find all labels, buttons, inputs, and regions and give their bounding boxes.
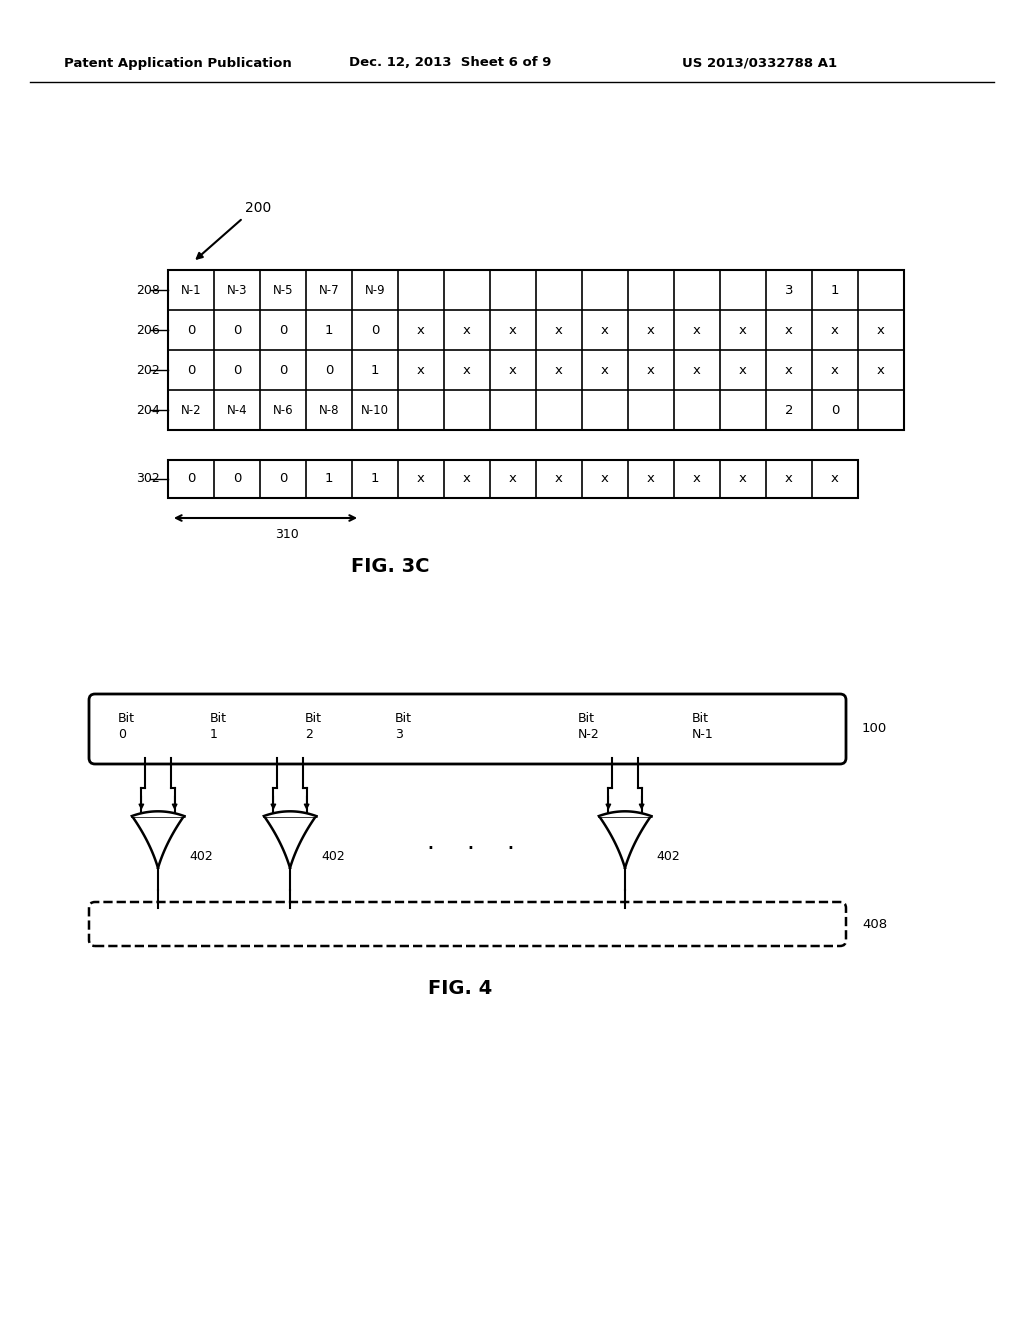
Text: x: x	[831, 473, 839, 486]
Text: N-6: N-6	[272, 404, 293, 417]
Bar	[168, 271, 904, 430]
Text: .: .	[426, 830, 434, 854]
Text: N-10: N-10	[361, 404, 389, 417]
Text: 0: 0	[279, 473, 287, 486]
Text: x: x	[647, 363, 655, 376]
Text: N-4: N-4	[226, 404, 248, 417]
Text: x: x	[878, 323, 885, 337]
Text: 2: 2	[784, 404, 794, 417]
Text: 0: 0	[279, 323, 287, 337]
Text: N-9: N-9	[365, 284, 385, 297]
Text: x: x	[693, 363, 701, 376]
Text: x: x	[555, 323, 563, 337]
Text: 2: 2	[305, 727, 313, 741]
Text: 0: 0	[186, 363, 196, 376]
Text: x: x	[463, 473, 471, 486]
Text: FIG. 4: FIG. 4	[428, 978, 493, 998]
Text: N-2: N-2	[578, 727, 600, 741]
Text: FIG. 3C: FIG. 3C	[351, 557, 429, 576]
Text: 206: 206	[136, 323, 160, 337]
Text: Bit: Bit	[395, 711, 412, 725]
Text: 1: 1	[830, 284, 840, 297]
Text: 0: 0	[232, 473, 242, 486]
Text: .: .	[506, 830, 514, 854]
Text: 310: 310	[275, 528, 299, 540]
Bar	[598, 814, 652, 817]
Text: x: x	[831, 323, 839, 337]
Text: x: x	[417, 363, 425, 376]
Text: x: x	[693, 473, 701, 486]
Text: N-7: N-7	[318, 284, 339, 297]
Text: x: x	[463, 323, 471, 337]
Text: Bit: Bit	[118, 711, 135, 725]
Text: 0: 0	[232, 323, 242, 337]
Text: 208: 208	[136, 284, 160, 297]
Text: 0: 0	[830, 404, 840, 417]
Bar	[263, 814, 317, 817]
Text: 200: 200	[245, 201, 271, 215]
Text: Patent Application Publication: Patent Application Publication	[65, 57, 292, 70]
Text: x: x	[878, 363, 885, 376]
Text: 402: 402	[656, 850, 680, 862]
Text: 1: 1	[371, 363, 379, 376]
Text: 0: 0	[371, 323, 379, 337]
Text: Bit: Bit	[305, 711, 322, 725]
Text: x: x	[739, 323, 746, 337]
Text: x: x	[601, 363, 609, 376]
Text: N-8: N-8	[318, 404, 339, 417]
Text: x: x	[785, 323, 793, 337]
Text: x: x	[509, 323, 517, 337]
Text: 0: 0	[325, 363, 333, 376]
Text: N-3: N-3	[226, 284, 247, 297]
Text: 0: 0	[118, 727, 126, 741]
Text: x: x	[601, 323, 609, 337]
Text: N-2: N-2	[180, 404, 202, 417]
Text: 1: 1	[325, 473, 333, 486]
Text: x: x	[647, 473, 655, 486]
Text: x: x	[693, 323, 701, 337]
Bar	[131, 814, 185, 817]
Text: 0: 0	[279, 363, 287, 376]
Text: 202: 202	[136, 363, 160, 376]
Text: .: .	[466, 830, 474, 854]
Text: 0: 0	[186, 323, 196, 337]
Text: x: x	[555, 473, 563, 486]
Text: 204: 204	[136, 404, 160, 417]
Text: 1: 1	[371, 473, 379, 486]
Text: x: x	[785, 473, 793, 486]
Text: N-1: N-1	[692, 727, 714, 741]
Text: x: x	[831, 363, 839, 376]
Text: Bit: Bit	[210, 711, 227, 725]
Text: x: x	[739, 473, 746, 486]
Text: x: x	[785, 363, 793, 376]
Text: x: x	[509, 473, 517, 486]
Text: x: x	[417, 473, 425, 486]
Text: N-1: N-1	[180, 284, 202, 297]
Text: 0: 0	[232, 363, 242, 376]
Text: x: x	[739, 363, 746, 376]
Text: Dec. 12, 2013  Sheet 6 of 9: Dec. 12, 2013 Sheet 6 of 9	[349, 57, 551, 70]
Text: Bit: Bit	[692, 711, 709, 725]
Text: x: x	[601, 473, 609, 486]
Text: US 2013/0332788 A1: US 2013/0332788 A1	[682, 57, 838, 70]
Text: 302: 302	[136, 473, 160, 486]
Bar	[168, 459, 858, 498]
Text: x: x	[417, 323, 425, 337]
Text: x: x	[509, 363, 517, 376]
Text: 3: 3	[395, 727, 402, 741]
Text: N-5: N-5	[272, 284, 293, 297]
Text: Bit: Bit	[578, 711, 595, 725]
Text: 100: 100	[862, 722, 887, 735]
Text: 0: 0	[186, 473, 196, 486]
Text: 1: 1	[325, 323, 333, 337]
Text: 3: 3	[784, 284, 794, 297]
Text: 402: 402	[321, 850, 345, 862]
Text: 402: 402	[189, 850, 213, 862]
Text: x: x	[463, 363, 471, 376]
Text: x: x	[555, 363, 563, 376]
Text: 1: 1	[210, 727, 218, 741]
Text: 408: 408	[862, 917, 887, 931]
Text: x: x	[647, 323, 655, 337]
